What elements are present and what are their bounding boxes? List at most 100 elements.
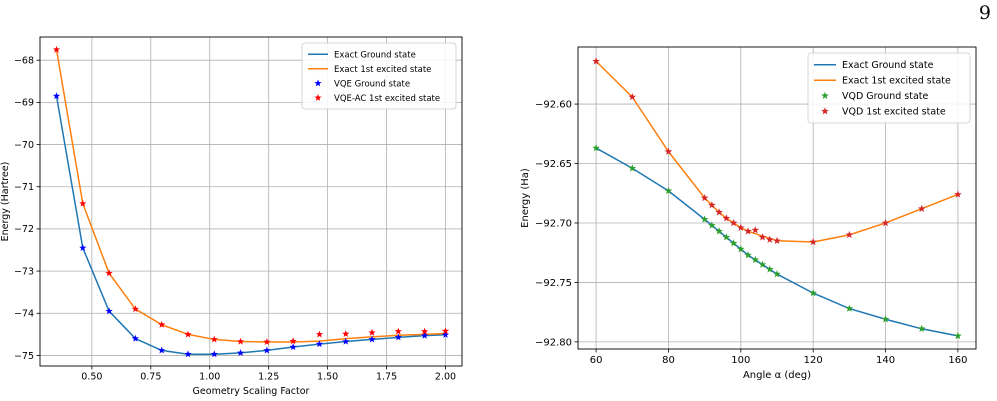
data-point-star	[184, 330, 192, 338]
x-tick-label: 1.75	[376, 372, 397, 383]
data-point-star	[592, 144, 600, 152]
y-tick-label: −69	[14, 98, 34, 109]
data-point-star	[236, 349, 245, 356]
energy-vs-scaling-chart: 0.50 0.75 1.00 1.25 1.50 1.75 2.00 −75 −74 −73 −72…	[0, 36, 463, 397]
x-tick-label: 2.00	[435, 372, 456, 383]
x-tick-label: 1.25	[258, 372, 279, 383]
y-tick-label: −75	[14, 351, 34, 362]
legend-star-swatch	[314, 93, 322, 101]
y-tick-label: −92.60	[535, 100, 572, 111]
data-point-star	[105, 307, 113, 315]
data-point-star	[664, 186, 673, 195]
data-point-star	[881, 218, 890, 227]
data-point-star	[751, 226, 760, 234]
legend-entry: Exact Ground state	[842, 60, 934, 71]
legend: Exact Ground state Exact 1st excited stat…	[807, 52, 971, 124]
data-point-star	[158, 320, 166, 328]
legend-entry: Exact 1st excited state	[842, 76, 951, 87]
plot-frame	[577, 46, 977, 350]
legend-entry: VQD 1st excited state	[842, 107, 946, 118]
legend-entry: VQE Ground state	[334, 79, 410, 89]
data-point-star	[700, 215, 709, 223]
x-tick-label: 100	[731, 355, 750, 366]
data-point-star	[421, 331, 429, 339]
y-tick-label: −68	[14, 56, 34, 67]
x-tick-label: 0.50	[81, 372, 102, 383]
data-point-star	[845, 304, 854, 312]
y-axis-label: Energy (Ha)	[520, 168, 531, 228]
data-point-star	[954, 331, 962, 340]
x-tick-label: 1.00	[199, 372, 220, 383]
data-point-star	[773, 270, 781, 278]
data-point-star	[715, 227, 723, 235]
data-point-star	[845, 230, 854, 239]
data-point-star	[715, 208, 723, 216]
y-tick-label: −92.65	[535, 159, 572, 170]
data-point-star	[79, 199, 87, 207]
data-point-star	[79, 244, 87, 251]
data-point-star	[708, 201, 716, 209]
x-tick-label: 60	[590, 355, 603, 366]
data-point-star	[737, 223, 745, 231]
data-point-star	[765, 265, 774, 273]
data-point-star	[52, 92, 61, 100]
data-point-star	[368, 335, 376, 343]
data-point-star	[758, 260, 767, 268]
data-point-star	[722, 233, 731, 241]
data-point-star	[441, 330, 450, 338]
legend-entry: Exact 1st excited state	[334, 65, 431, 75]
data-point-star	[628, 164, 637, 172]
legend: Exact Ground state Exact 1st excited stat…	[301, 42, 457, 110]
data-point-star	[700, 194, 709, 202]
x-tick-label: 1.50	[317, 372, 338, 383]
data-point-star	[729, 239, 738, 247]
data-point-star	[210, 335, 218, 343]
y-tick-label: −72	[14, 224, 34, 235]
legend-entry: VQD Ground state	[842, 91, 928, 102]
energy-vs-angle-chart: 60 80 100 120 140 160 −92.80 −92.75 −92.70 −92.65…	[520, 46, 977, 381]
x-tick-label: 160	[948, 355, 967, 366]
legend-frame	[301, 42, 457, 110]
data-point-star	[729, 218, 738, 227]
legend-frame	[807, 52, 971, 124]
plot-frame	[39, 36, 463, 367]
page-number: 9	[978, 2, 991, 24]
data-point-star	[394, 333, 402, 341]
series-line	[55, 95, 446, 355]
data-point-star	[342, 337, 350, 345]
data-point-star	[881, 315, 890, 323]
y-tick-label: −74	[14, 309, 34, 320]
x-axis-label: Geometry Scaling Factor	[193, 386, 310, 397]
data-point-star	[368, 328, 376, 336]
legend-star-swatch	[821, 107, 829, 115]
data-point-star	[131, 334, 139, 342]
y-tick-label: −92.70	[535, 218, 572, 229]
data-point-star	[315, 340, 324, 348]
x-tick-label: 0.75	[140, 372, 161, 383]
data-point-star	[131, 305, 139, 313]
data-point-star	[628, 92, 637, 101]
data-point-star	[917, 324, 926, 333]
y-tick-label: −73	[14, 266, 34, 277]
x-tick-label: 140	[876, 355, 895, 366]
y-tick-label: −92.80	[535, 337, 572, 348]
y-tick-label: −71	[14, 182, 34, 193]
data-point-star	[315, 330, 324, 338]
x-axis-label: Angle α (deg)	[743, 370, 811, 381]
data-point-star	[744, 251, 752, 259]
data-point-star	[737, 245, 745, 253]
y-axis-label: Energy (Hartree)	[0, 162, 11, 242]
data-point-star	[664, 147, 673, 155]
data-point-star	[289, 343, 297, 351]
data-point-star	[592, 57, 600, 65]
data-point-star	[751, 255, 760, 264]
data-point-star	[52, 45, 61, 53]
data-point-star	[394, 327, 402, 335]
data-point-star	[421, 327, 429, 335]
data-point-star	[773, 236, 781, 245]
data-point-star	[105, 269, 113, 277]
legend-star-swatch	[821, 91, 829, 99]
data-point-star	[708, 221, 716, 229]
data-point-star	[263, 338, 271, 346]
